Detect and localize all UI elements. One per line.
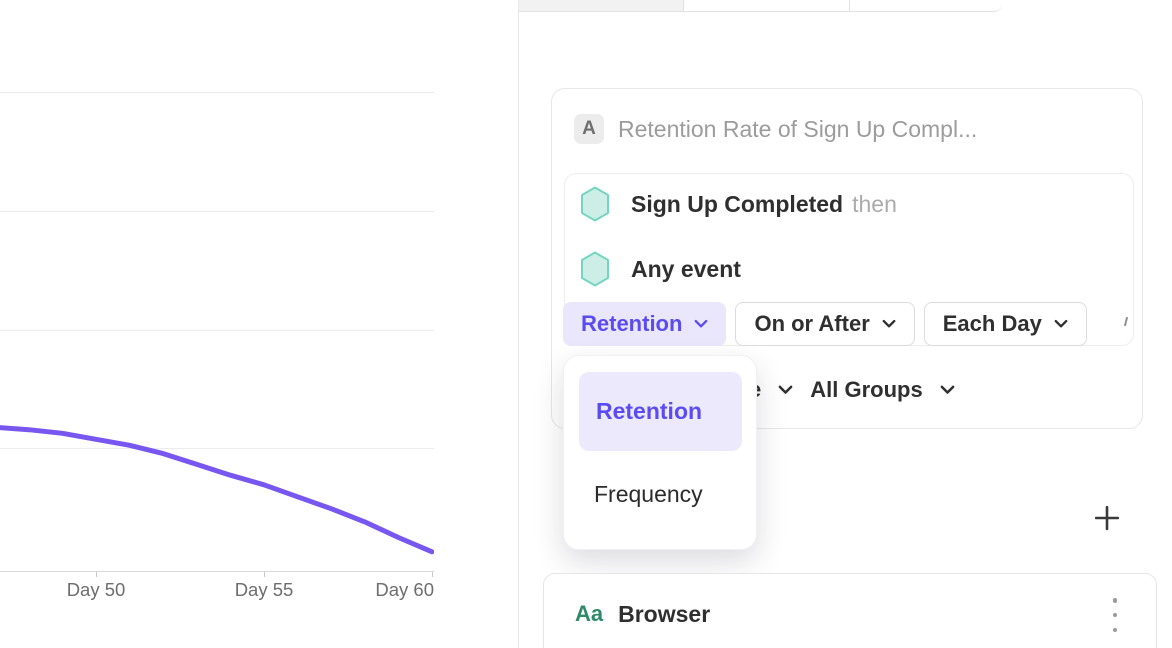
metric-type-dropdown-button[interactable]: Retention	[563, 302, 727, 346]
x-axis-line	[0, 571, 434, 572]
gridline	[0, 448, 434, 449]
hexagon-icon	[581, 186, 609, 222]
menu-item-retention[interactable]: Retention	[579, 372, 742, 451]
menu-item-frequency[interactable]: Frequency	[594, 480, 703, 507]
measured-as-row: e All Groups	[749, 372, 955, 408]
chevron-down-icon	[695, 319, 708, 328]
clipped-chevron-fragment	[1123, 316, 1129, 327]
retention-chart: Day 50 Day 55 Day 60	[0, 0, 434, 648]
hexagon-icon	[581, 251, 609, 287]
metric-label-badge: A	[574, 114, 604, 144]
gridline	[0, 330, 434, 331]
events-card: Sign Up Completed then Any event Retenti…	[563, 173, 1134, 346]
property-card: Aa Browser	[543, 573, 1157, 648]
plus-icon	[1094, 505, 1120, 531]
property-row[interactable]: Aa Browser	[544, 574, 1156, 648]
dropdown-button-label: On or After	[754, 311, 870, 336]
gridline	[0, 211, 434, 212]
chevron-down-icon	[778, 385, 793, 394]
event-name[interactable]: Any event	[631, 255, 741, 282]
x-axis-label: Day 50	[66, 579, 126, 600]
x-axis-label: Day 60	[375, 579, 434, 600]
controls-row: Retention On or After Each Day	[563, 302, 1087, 346]
clipped-tab-strip	[519, 0, 1003, 12]
on-or-after-dropdown-button[interactable]: On or After	[735, 302, 915, 346]
kebab-menu-icon[interactable]	[1112, 598, 1118, 632]
metric-query-card: A Retention Rate of Sign Up Compl... Sig…	[551, 88, 1143, 429]
metric-type-dropdown-menu: Retention Frequency	[563, 355, 757, 550]
retention-line-series	[0, 425, 434, 555]
chevron-down-icon	[1054, 319, 1068, 328]
event-name[interactable]: Sign Up Completed	[631, 190, 844, 217]
property-name: Browser	[618, 600, 711, 627]
chevron-down-icon	[882, 319, 896, 328]
panel-divider	[518, 0, 519, 648]
clipped-tab-cell[interactable]	[850, 0, 1003, 11]
tick-mark	[96, 572, 97, 577]
interval-dropdown-button[interactable]: Each Day	[923, 302, 1087, 346]
clipped-tab-cell[interactable]	[684, 0, 850, 11]
x-axis-label: Day 55	[234, 579, 294, 600]
event-row[interactable]: Any event	[580, 249, 741, 289]
tick-mark	[432, 572, 433, 577]
clipped-tab-cell[interactable]	[519, 0, 684, 11]
dropdown-button-label: Retention	[581, 311, 683, 336]
dropdown-button-label: Each Day	[942, 311, 1042, 336]
text-type-icon: Aa	[575, 601, 604, 626]
tick-mark	[264, 572, 265, 577]
event-suffix: then	[852, 190, 897, 217]
gridline	[0, 92, 434, 93]
event-row[interactable]: Sign Up Completed then	[580, 184, 897, 224]
chevron-down-icon	[940, 385, 955, 394]
group-filter-dropdown[interactable]: All Groups	[810, 377, 923, 402]
add-button[interactable]	[1093, 504, 1121, 532]
metric-name-input[interactable]: Retention Rate of Sign Up Compl...	[618, 116, 978, 142]
